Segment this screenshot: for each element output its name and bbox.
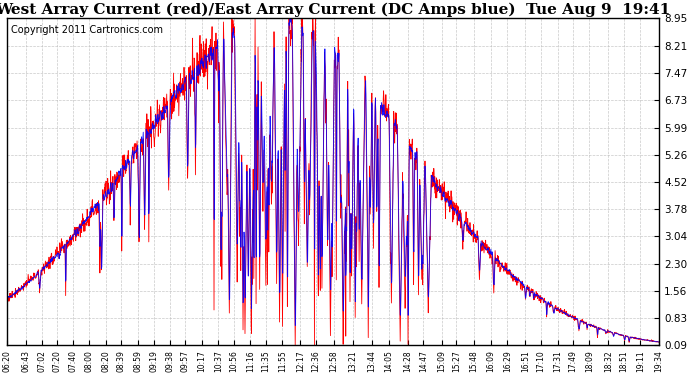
Text: Copyright 2011 Cartronics.com: Copyright 2011 Cartronics.com — [10, 25, 163, 35]
Title: West Array Current (red)/East Array Current (DC Amps blue)  Tue Aug 9  19:41: West Array Current (red)/East Array Curr… — [0, 3, 671, 17]
